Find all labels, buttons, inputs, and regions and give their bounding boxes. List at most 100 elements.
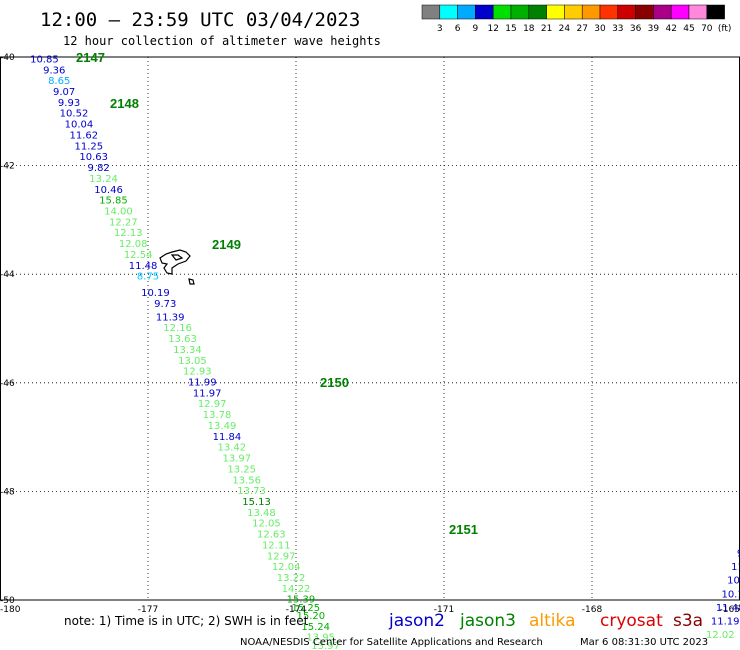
swh-value: 10. — [727, 576, 740, 587]
legend-swatch — [635, 4, 654, 20]
swh-value: 8.75 — [137, 272, 159, 283]
legend-label: 30 — [594, 24, 606, 34]
legend-swatch — [421, 4, 441, 20]
latitude-tick-label: -48 — [0, 487, 15, 497]
swh-value: 13.63 — [168, 334, 197, 345]
swh-value: 13.95 — [306, 633, 335, 644]
legend-swatch — [688, 4, 708, 20]
credit-line: NOAA/NESDIS Center for Satellite Applica… — [240, 637, 543, 648]
pitt-island-outline — [188, 278, 195, 285]
color-legend: 3 6 9 12 15 18 21 24 27 30 33 36 39 42 45 70 (ft) — [421, 4, 731, 34]
swh-value: 12.93 — [183, 367, 212, 378]
satellite-altika: altika — [529, 611, 576, 631]
swh-value: 13.22 — [277, 573, 306, 584]
legend-swatch — [670, 4, 690, 20]
swh-value: 15.39 — [287, 595, 316, 606]
legend-label: 12 — [487, 24, 498, 34]
latitude-tick-labels: -40 -42 -44 -46 -48 -50 — [0, 53, 15, 606]
swh-value: 9.36 — [43, 65, 65, 76]
legend-swatch — [653, 4, 672, 20]
swh-value: 12.04 — [272, 562, 301, 573]
swh-value: 13.25 — [227, 464, 256, 475]
legend-swatch — [599, 4, 619, 20]
swh-value: 10.85 — [30, 54, 59, 65]
swh-value: 12.27 — [109, 217, 138, 228]
swh-value: 15.25 — [292, 603, 321, 614]
swh-value: 10.63 — [79, 152, 108, 163]
swh-value: 12.13 — [114, 228, 143, 239]
swh-value: 9.73 — [154, 299, 176, 310]
legend-label: (ft) — [718, 24, 732, 34]
swh-value: 13.97 — [311, 641, 340, 650]
track-label-2148: 2148 — [110, 96, 139, 111]
swh-value: 11.99 — [188, 378, 217, 389]
legend-swatch — [528, 4, 547, 20]
swh-value: 12.54 — [124, 250, 153, 261]
swh-value: 10.04 — [65, 120, 94, 131]
swh-value: 11.62 — [70, 130, 99, 141]
latitude-tick-label: -42 — [0, 162, 15, 172]
swh-value: 13.97 — [222, 454, 251, 465]
swh-value: 8.65 — [48, 76, 70, 87]
swh-value: 13.24 — [89, 174, 118, 185]
swh-value: 12.63 — [257, 530, 286, 541]
legend-label: 45 — [683, 24, 694, 34]
legend-swatch — [475, 4, 494, 20]
longitude-tick-label: -177 — [138, 605, 158, 615]
chatham-islands-coastline — [159, 249, 195, 285]
satellite-cryosat: cryosat — [600, 611, 663, 631]
swh-value: 11 — [731, 562, 740, 573]
swh-value: 14.00 — [104, 206, 133, 217]
swh-value: 13.78 — [203, 410, 232, 421]
swh-value: 11.97 — [193, 388, 222, 399]
legend-swatch — [546, 4, 565, 20]
legend-color-boxes — [421, 4, 725, 20]
swh-value: 9.82 — [88, 163, 110, 174]
legend-labels: 3 6 9 12 15 18 21 24 27 30 33 36 39 42 45 70 (ft) — [437, 24, 731, 34]
swh-value: 13.48 — [247, 508, 276, 519]
swh-value: 10.19 — [141, 288, 170, 299]
legend-label: 36 — [630, 24, 642, 34]
legend-label: 3 — [437, 24, 443, 34]
satellite-jason2: jason2 — [388, 611, 445, 631]
swh-value: 12.08 — [119, 239, 148, 250]
legend-swatch — [439, 4, 458, 20]
swh-observations: 10.859.368.659.079.9310.5210.0411.6211.2… — [30, 54, 740, 650]
swh-value: 9.93 — [58, 98, 80, 109]
longitude-tick-label: -165 — [720, 605, 740, 615]
legend-label: 33 — [612, 24, 623, 34]
swh-value: 13.05 — [178, 356, 207, 367]
legend-label: 70 — [701, 24, 713, 34]
swh-value: 13.34 — [173, 345, 202, 356]
track-label-2149: 2149 — [212, 237, 241, 252]
satellite-jason3: jason3 — [459, 611, 516, 631]
swh-value: 12.97 — [198, 399, 227, 410]
legend-label: 9 — [473, 24, 479, 34]
swh-value: 12.02 — [706, 630, 735, 641]
legend-label: 21 — [541, 24, 552, 34]
swh-value: 11.25 — [74, 141, 103, 152]
swh-value: 13.49 — [208, 421, 237, 432]
legend-swatch — [510, 4, 530, 20]
swh-value: 13.73 — [237, 486, 266, 497]
legend-swatch — [457, 4, 476, 20]
swh-value: 12.16 — [163, 323, 192, 334]
latitude-tick-label: -50 — [0, 596, 15, 606]
latitude-tick-label: -46 — [0, 379, 15, 389]
swh-value: 11.84 — [213, 432, 242, 443]
swh-value: 11.39 — [156, 312, 185, 323]
latitude-tick-label: -40 — [0, 53, 15, 63]
swh-value: 12.05 — [252, 519, 281, 530]
swh-value: 14.22 — [282, 584, 311, 595]
track-label-2150: 2150 — [320, 375, 349, 390]
map-subtitle: 12 hour collection of altimeter wave hei… — [63, 34, 381, 48]
swh-value: 11.48 — [716, 603, 740, 614]
footer-note: note: 1) Time is in UTC; 2) SWH is in fe… — [64, 614, 309, 628]
longitude-tick-label: -168 — [582, 605, 603, 615]
legend-label: 6 — [455, 24, 461, 34]
satellite-legend: jason2 jason3 altika cryosat s3a — [388, 611, 703, 631]
legend-label: 27 — [576, 24, 587, 34]
swh-value: 13.42 — [218, 443, 247, 454]
track-labels: 2147 2148 2149 2150 2151 — [76, 50, 478, 537]
